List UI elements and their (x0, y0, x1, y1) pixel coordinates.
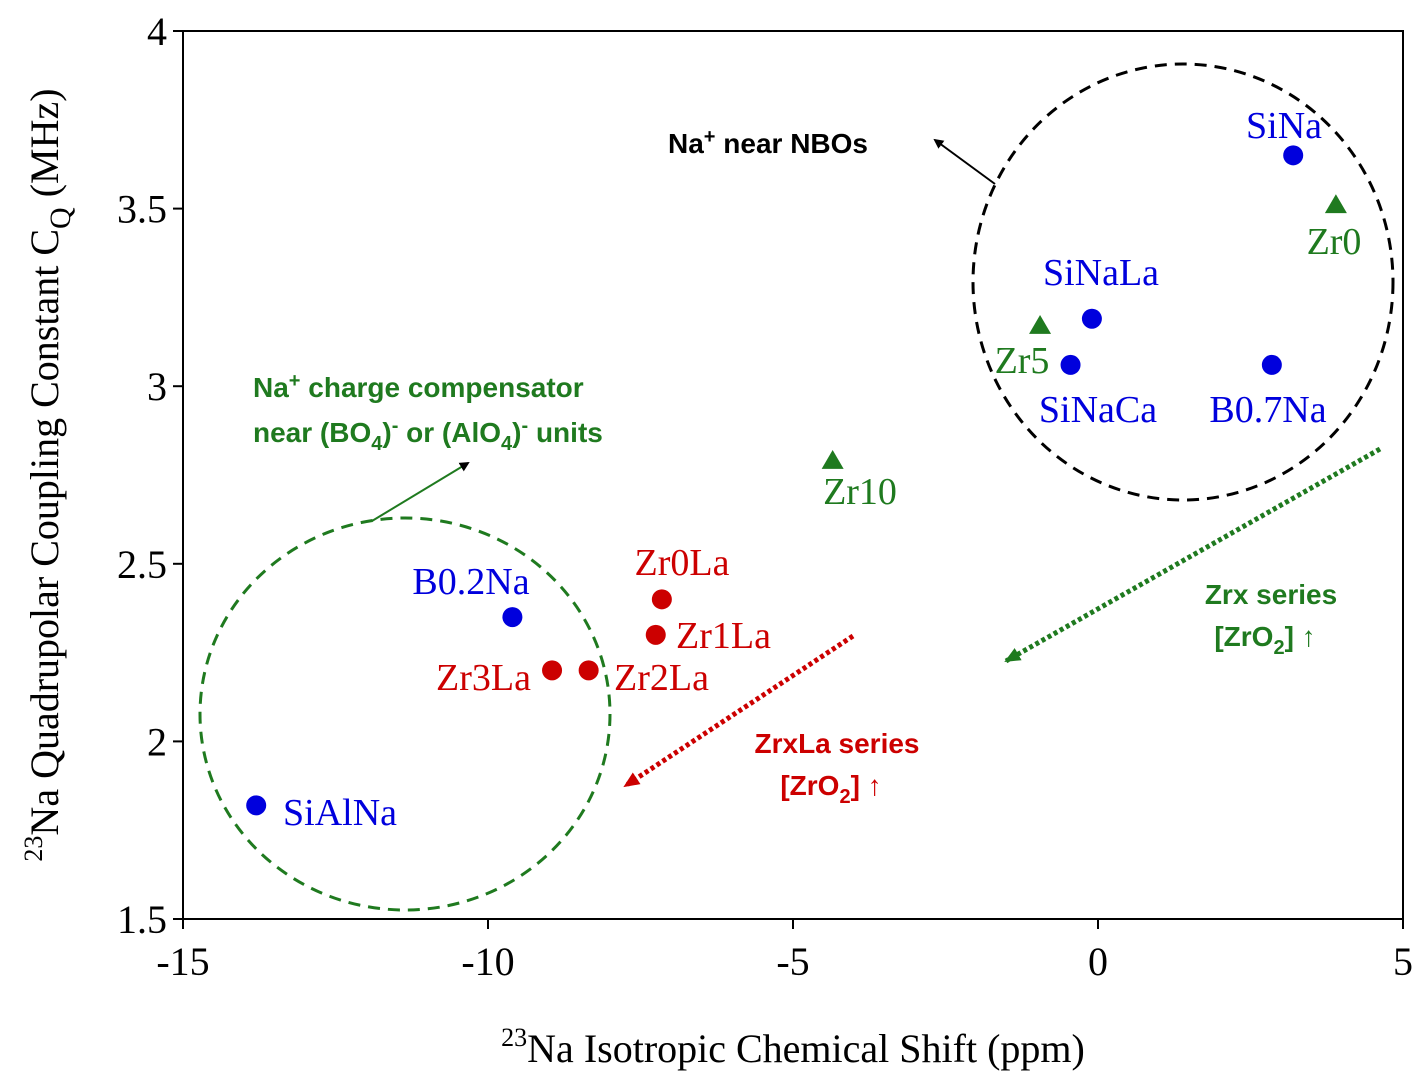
point-sina (1283, 145, 1304, 166)
zrx-series-annotation-line1: Zrx series (1205, 579, 1337, 610)
point-label-sialna: SiAlNa (283, 792, 397, 834)
point-label-zr3la: Zr3La (436, 657, 531, 699)
y-tick-label: 3.5 (117, 187, 167, 232)
x-axis-title: 23Na Isotropic Chemical Shift (ppm) (501, 1023, 1085, 1071)
point-b0-7na (1261, 354, 1282, 375)
point-zr1la (645, 624, 666, 645)
x-tick-label: 5 (1393, 939, 1413, 984)
charge-compensator-annotation-line2: near (BO4)- or (AlO4)- units (253, 415, 603, 455)
point-label-sinala: SiNaLa (1043, 252, 1159, 294)
zrx-series-annotation-line2: [ZrO2] ↑ (1214, 621, 1315, 659)
point-label-zr0: Zr0 (1307, 221, 1362, 263)
point-label-zr0la: Zr0La (635, 542, 730, 584)
point-label-zr10: Zr10 (823, 471, 897, 513)
nbo-arrow (933, 138, 996, 185)
y-tick-label: 1.5 (117, 897, 167, 942)
y-axis-title: 23Na Quadrupolar Coupling Constant CQ (M… (19, 88, 77, 861)
x-tick-label: -10 (461, 939, 514, 984)
zrxla-series-annotation-line1: ZrxLa series (755, 728, 920, 759)
nbo-annotation: Na+ near NBOs (668, 126, 868, 159)
zrxla-series-annotation-line2: [ZrO2] ↑ (780, 770, 881, 808)
point-label-sinaca: SiNaCa (1039, 389, 1157, 431)
y-tick-label: 4 (147, 9, 167, 54)
point-label-sina: SiNa (1246, 105, 1322, 147)
x-tick-label: 0 (1088, 939, 1108, 984)
point-label-zr5: Zr5 (995, 340, 1050, 382)
y-tick-label: 2.5 (117, 542, 167, 587)
y-tick-label: 3 (147, 364, 167, 409)
nbo-group-circle (971, 62, 1395, 502)
x-tick-label: -15 (156, 939, 209, 984)
point-label-b0-7na: B0.7Na (1209, 389, 1326, 431)
axis-ticks: -15 -10 -5 0 5 1.5 2 2.5 3 3.5 4 (117, 9, 1413, 984)
point-sialna (246, 795, 267, 816)
x-tick-label: -5 (776, 939, 809, 984)
point-label-b0-2na: B0.2Na (412, 561, 529, 603)
y-tick-label: 2 (147, 719, 167, 764)
point-zr0 (1324, 194, 1347, 214)
charge-compensator-group-circle (198, 516, 612, 912)
data-markers: SiNa SiNaLa SiNaCa B0.7Na B0.2Na SiAlNa Zr0 Zr5… (246, 105, 1361, 834)
point-sinaca (1060, 354, 1081, 375)
point-zr10 (821, 449, 844, 469)
point-zr3la (542, 660, 563, 681)
zrx-series-arrow (1004, 446, 1382, 664)
zrxla-series-arrow (623, 633, 855, 789)
charge-compensator-arrow (371, 461, 470, 522)
point-zr0la (651, 589, 672, 610)
point-label-zr2la: Zr2La (614, 657, 709, 699)
point-zr5 (1029, 315, 1052, 334)
point-b0-2na (502, 607, 523, 628)
charge-compensator-annotation-line1: Na+ charge compensator (253, 370, 584, 403)
point-label-zr1la: Zr1La (676, 615, 771, 657)
point-sinala (1081, 308, 1102, 329)
point-zr2la (578, 660, 599, 681)
